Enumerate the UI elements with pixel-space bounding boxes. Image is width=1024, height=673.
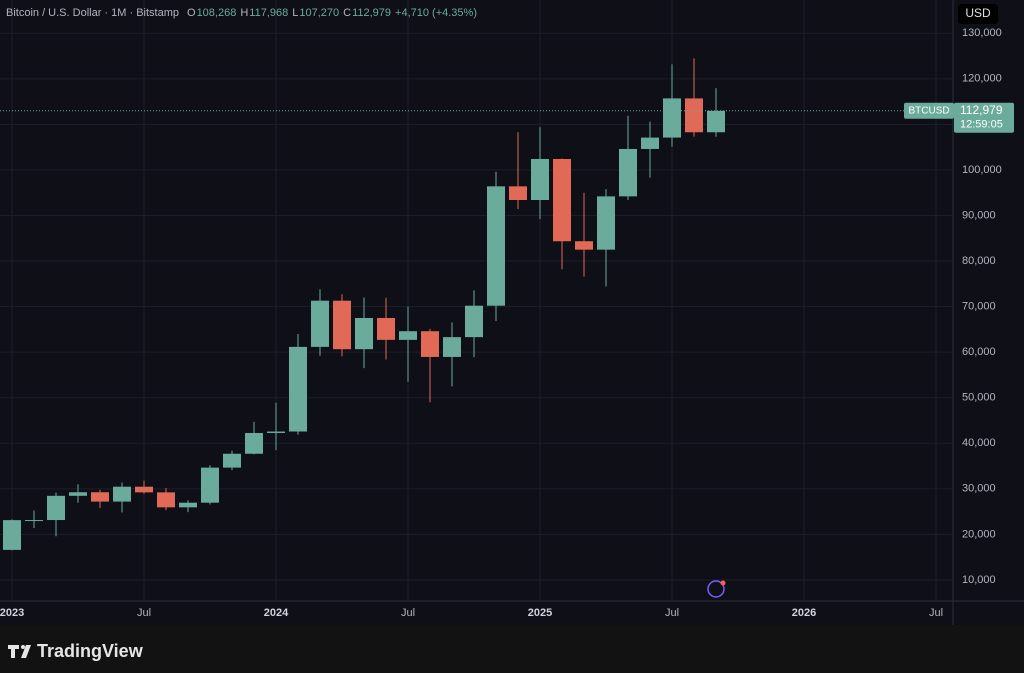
candle-body <box>509 186 527 200</box>
candle-body <box>201 467 219 503</box>
candle-body <box>223 453 241 468</box>
price-badge <box>954 102 1014 133</box>
chart-background <box>0 0 1024 625</box>
y-tick-label: 80,000 <box>962 255 996 267</box>
ohlc-key: H <box>240 7 248 19</box>
y-tick-label: 100,000 <box>962 164 1002 176</box>
y-tick-label: 120,000 <box>962 73 1002 85</box>
candle-body <box>311 300 329 347</box>
y-tick-label: 20,000 <box>962 528 996 540</box>
candle-body <box>421 331 439 357</box>
symbol-badge <box>904 102 954 119</box>
x-tick-label: Jul <box>929 607 943 619</box>
candle-body <box>289 346 307 432</box>
brand-icon <box>8 645 31 658</box>
ohlc-key: L <box>292 7 298 19</box>
replay-icon[interactable] <box>707 580 725 598</box>
candle-body <box>685 98 703 133</box>
candle-body <box>113 486 131 502</box>
x-tick-label: Jul <box>137 607 151 619</box>
y-tick-label: 70,000 <box>962 301 996 313</box>
y-tick-label: 10,000 <box>962 574 996 586</box>
currency[interactable]: USD <box>965 6 991 20</box>
y-tick-label: 130,000 <box>962 27 1002 39</box>
replay-icon-dot <box>720 580 726 586</box>
candle-body <box>399 331 417 340</box>
symbol-badge-text: BTCUSD <box>908 105 949 116</box>
candle-body <box>487 186 505 306</box>
ohlc-key: O <box>187 7 196 19</box>
footer-background <box>0 625 1024 673</box>
brand: TradingView <box>37 641 144 661</box>
ohlc-key: C <box>343 7 351 19</box>
candle-body <box>443 337 461 357</box>
ohlc-value: 117,968 <box>249 7 288 19</box>
x-tick-label: 2024 <box>264 607 289 619</box>
y-tick-label: 60,000 <box>962 346 996 358</box>
y-tick-label: 30,000 <box>962 483 996 495</box>
candle-body <box>377 317 395 340</box>
candle-body <box>465 305 483 338</box>
x-tick-label: Jul <box>401 607 415 619</box>
grid <box>0 0 953 600</box>
x-tick-label: 2026 <box>792 607 816 619</box>
brand-logo <box>8 645 31 658</box>
ohlc-value: 107,270 <box>299 7 339 19</box>
candle-body <box>25 520 43 522</box>
candle-body <box>641 137 659 149</box>
header: Bitcoin / U.S. Dollar · 1M · Bitstamp <box>6 7 179 19</box>
x-tick-label: 2025 <box>528 607 552 619</box>
countdown: 12:59:05 <box>960 119 1003 131</box>
candle-body <box>707 110 725 133</box>
y-tick-label: 40,000 <box>962 437 996 449</box>
ohlc-value: 112,979 <box>352 7 391 19</box>
candle-body <box>333 300 351 350</box>
candle-body <box>531 158 549 200</box>
candle-body <box>179 502 197 508</box>
candle-body <box>267 431 285 433</box>
x-tick-label: 2023 <box>0 607 24 619</box>
y-tick-label: 50,000 <box>962 392 996 404</box>
candle-body <box>553 158 571 242</box>
price-change: +4,710 (+4.35%) <box>395 7 477 19</box>
price-badge-text: 112,979 <box>960 103 1003 117</box>
y-tick-label: 90,000 <box>962 209 996 221</box>
candle-body <box>355 317 373 350</box>
brand-icon-dot <box>21 645 25 649</box>
candle-body <box>91 492 109 502</box>
candle-body <box>245 432 263 454</box>
candle-body <box>619 148 637 197</box>
candle-body <box>47 495 65 521</box>
candle-body <box>135 486 153 493</box>
candle-body <box>575 241 593 250</box>
candle-body <box>69 492 87 496</box>
candle-body <box>597 196 615 250</box>
ohlc-value: 108,268 <box>197 7 237 19</box>
candle-body <box>3 520 21 550</box>
symbol-title: Bitcoin / U.S. Dollar · 1M · Bitstamp <box>6 7 179 19</box>
currency-badge[interactable] <box>958 4 998 24</box>
candles <box>0 58 953 551</box>
x-tick-label: Jul <box>665 607 679 619</box>
candle-body <box>157 492 175 508</box>
candle-body <box>663 98 681 138</box>
